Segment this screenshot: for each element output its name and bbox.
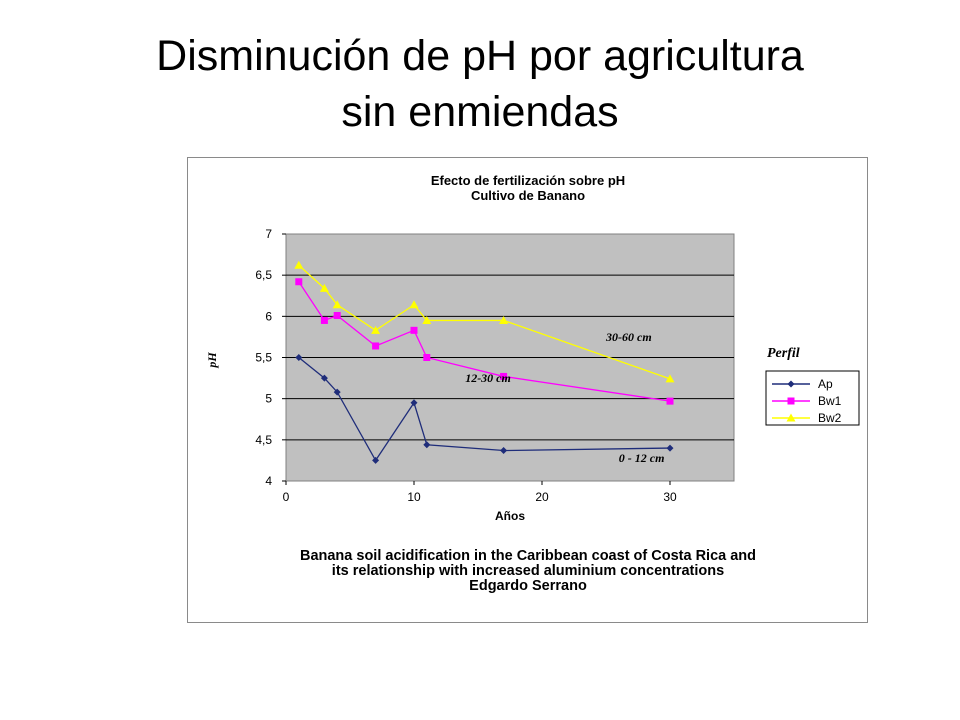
data-point-bw2: [332, 300, 342, 309]
data-point-bw2: [409, 300, 419, 309]
y-tick-label: 5: [265, 392, 272, 406]
data-point-ap: [410, 399, 418, 407]
footer-line: Banana soil acidification in the Caribbe…: [300, 548, 756, 564]
series-ap: [295, 354, 674, 464]
slide-title-line-1: Disminución de pH por agricultura: [156, 32, 804, 80]
y-tick-label: 7: [265, 227, 272, 241]
legend-label-bw2: Bw2: [818, 411, 842, 425]
series-group: [294, 260, 675, 464]
grid-lines: [286, 274, 734, 441]
x-axis-label: Años: [495, 509, 525, 523]
footer-line: its relationship with increased aluminiu…: [332, 563, 724, 579]
data-point-ap: [320, 374, 328, 382]
data-point-bw2: [294, 260, 304, 269]
x-tick-label: 10: [407, 490, 421, 504]
data-point-bw1: [333, 312, 341, 320]
annotation-label: 12-30 cm: [465, 371, 511, 385]
chart-frame: Efecto de fertilización sobre pH Cultivo…: [187, 157, 868, 623]
legend-marker-bw2: [786, 413, 796, 422]
legend: Ap Bw1 Bw2: [765, 370, 860, 426]
y-tick-label: 6: [265, 309, 272, 323]
chart-title: Efecto de fertilización sobre pH: [431, 173, 625, 188]
legend-label-bw1: Bw1: [818, 394, 842, 408]
data-point-bw1: [423, 354, 431, 361]
data-point-ap: [333, 388, 341, 396]
series-bw1: [295, 278, 674, 405]
series-bw2: [294, 260, 675, 383]
y-tick-label: 4,5: [255, 433, 272, 447]
data-point-bw1: [372, 342, 380, 350]
data-point-ap: [372, 456, 380, 464]
x-tick-label: 30: [663, 490, 677, 504]
data-point-bw2: [319, 283, 329, 292]
data-point-bw1: [410, 326, 418, 334]
legend-title: Perfil: [767, 346, 800, 361]
x-tick-label: 0: [283, 490, 290, 504]
x-axis-ticks: 0 10 20 30: [283, 481, 677, 504]
ph-line-chart: Efecto de fertilización sobre pH Cultivo…: [205, 173, 860, 594]
annotation-label: 30-60 cm: [605, 330, 652, 344]
legend-marker-ap: [787, 380, 795, 388]
slide-title: Disminución de pH por agricultura sin en…: [0, 28, 960, 140]
data-point-bw1: [295, 278, 303, 286]
y-tick-label: 4: [265, 474, 272, 488]
data-point-bw1: [320, 316, 328, 324]
series-line-ap: [298, 356, 671, 462]
y-tick-label: 5,5: [255, 351, 272, 365]
data-point-bw2: [499, 315, 509, 324]
y-tick-label: 6,5: [255, 268, 272, 282]
legend-label-ap: Ap: [818, 377, 833, 391]
annotation-label: 0 - 12 cm: [619, 451, 665, 465]
data-point-bw2: [371, 325, 381, 334]
legend-box: [765, 370, 860, 426]
y-axis-ticks: 4 4,5 5 5,5 6 6,5 7: [255, 227, 286, 488]
data-point-ap: [295, 354, 303, 361]
data-point-bw1: [666, 397, 674, 405]
data-point-bw2: [665, 374, 675, 383]
data-point-bw1: [500, 372, 508, 380]
slide-title-line-2: sin enmiendas: [341, 88, 619, 136]
legend-marker-bw1: [787, 397, 795, 405]
data-point-ap: [666, 444, 674, 452]
data-point-bw2: [422, 315, 432, 324]
y-axis-label: pH: [205, 352, 219, 369]
chart-footer: Banana soil acidification in the Caribbe…: [300, 548, 756, 594]
x-tick-label: 20: [535, 490, 549, 504]
data-point-ap: [423, 441, 431, 449]
data-point-ap: [500, 447, 508, 455]
chart-subtitle: Cultivo de Banano: [471, 188, 585, 203]
annotations: 30-60 cm 12-30 cm 0 - 12 cm: [465, 330, 664, 465]
footer-line: Edgardo Serrano: [469, 578, 587, 594]
